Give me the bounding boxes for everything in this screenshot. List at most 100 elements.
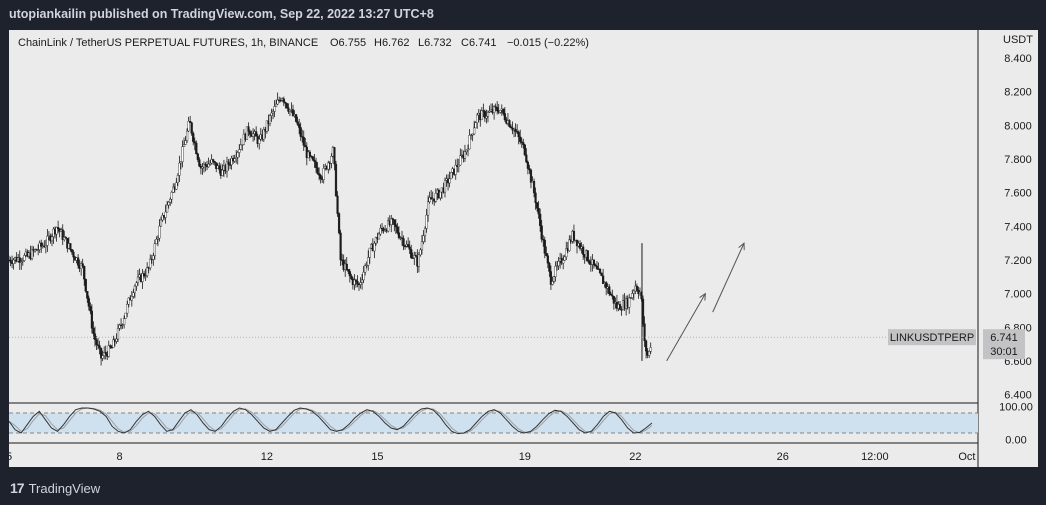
arrow-line[interactable] xyxy=(666,293,706,362)
candle-body xyxy=(112,339,115,348)
candle-body xyxy=(127,297,130,305)
price-tick-label: 7.600 xyxy=(1004,188,1032,200)
chart-area[interactable]: 6.400 6.600 6.800 7.000 7.200 7.400 7.600 7.800… xyxy=(6,30,1038,467)
price-tick-label: 7.000 xyxy=(1004,289,1032,301)
candle-body xyxy=(153,243,156,257)
candle-body xyxy=(575,239,579,247)
candle-body xyxy=(193,141,196,144)
chart-svg[interactable]: 6.4006.6006.8007.0007.2007.4007.6007.800… xyxy=(6,30,1038,467)
candle-body xyxy=(397,232,401,238)
candle-body xyxy=(118,324,121,329)
tradingview-logo-icon: 17 xyxy=(10,480,25,496)
candle-body xyxy=(471,133,474,136)
candle-body xyxy=(365,264,368,267)
legend-close: C6.741 xyxy=(461,37,496,49)
candle-body xyxy=(519,136,522,142)
oscillator-line xyxy=(8,407,653,435)
legend-high: H6.762 xyxy=(374,37,409,49)
candle-body xyxy=(198,159,201,167)
candle-body xyxy=(192,133,195,142)
price-tick-label: 8.400 xyxy=(1004,53,1032,65)
legend-open: O6.755 xyxy=(330,37,366,49)
candle-body xyxy=(532,181,536,194)
candle-body xyxy=(347,269,350,272)
candle-body xyxy=(116,328,120,340)
candle-body xyxy=(394,224,397,228)
candle-body xyxy=(348,271,351,277)
candle-body xyxy=(476,114,479,123)
candle-body xyxy=(600,272,603,277)
candle-body xyxy=(301,136,304,138)
candle-body xyxy=(121,324,124,326)
candle-body xyxy=(144,275,147,277)
price-axis[interactable]: 6.4006.6006.8007.0007.2007.4007.6007.800… xyxy=(1004,53,1032,402)
last-price-badge xyxy=(983,329,1025,360)
candle-body xyxy=(81,263,84,267)
candle-body xyxy=(20,261,23,263)
candle-body xyxy=(213,161,216,163)
arrow-line[interactable] xyxy=(712,242,745,313)
candle-body xyxy=(61,229,64,240)
candle-body xyxy=(459,155,462,166)
candle-body xyxy=(189,121,192,123)
candle-body xyxy=(178,162,181,176)
candle-body xyxy=(608,286,611,295)
candle-body xyxy=(543,239,546,254)
candle-body xyxy=(221,169,224,176)
bar-countdown: 30:01 xyxy=(990,346,1018,358)
candle-body xyxy=(400,237,404,239)
candle-body xyxy=(100,347,103,359)
candle-body xyxy=(251,133,255,137)
candle-body xyxy=(64,237,67,239)
candle-body xyxy=(330,156,333,164)
chart-legend: ChainLink / TetherUS PERPETUAL FUTURES, … xyxy=(18,37,589,49)
candle-body xyxy=(503,113,506,120)
candle-body xyxy=(457,164,460,168)
candle-body xyxy=(176,175,179,183)
candle-body xyxy=(158,225,161,239)
time-tick-label: 22 xyxy=(629,451,641,463)
candle-body xyxy=(480,110,483,121)
candle-body xyxy=(360,279,364,283)
candle-body xyxy=(155,239,158,244)
candle-body xyxy=(483,111,487,119)
candle-body xyxy=(136,276,140,284)
drawing-annotations[interactable] xyxy=(666,242,745,362)
candle-body xyxy=(285,103,288,109)
candle-body xyxy=(50,236,54,242)
candle-body xyxy=(374,237,378,244)
candle-body xyxy=(563,256,566,261)
candle-body xyxy=(359,282,362,285)
candle-body xyxy=(167,201,170,206)
candle-body xyxy=(327,162,330,170)
time-axis[interactable]: 5 8 12 15 19 22 26 12:00 Oct xyxy=(6,451,976,463)
candle-body xyxy=(175,182,178,190)
candle-body xyxy=(353,279,356,285)
candle-body xyxy=(523,144,526,156)
legend-low: L6.732 xyxy=(418,37,452,49)
candle-body xyxy=(212,159,215,162)
candle-body xyxy=(552,276,556,282)
candle-body xyxy=(44,245,47,248)
candle-body xyxy=(241,144,244,146)
candle-body xyxy=(201,166,204,169)
candle-body xyxy=(239,144,242,150)
candle-body xyxy=(485,116,488,119)
time-tick-label: 26 xyxy=(777,451,789,463)
candle-body xyxy=(443,180,447,193)
candle-body xyxy=(618,304,622,310)
candle-body xyxy=(310,155,313,158)
legend-symbol: ChainLink / TetherUS PERPETUAL FUTURES, … xyxy=(18,37,318,49)
candle-body xyxy=(528,168,531,171)
candles xyxy=(7,92,652,366)
candle-body xyxy=(368,247,371,258)
brand-footer[interactable]: 17 TradingView xyxy=(10,480,100,496)
candle-body xyxy=(287,107,290,112)
candle-body xyxy=(367,257,370,266)
candle-body xyxy=(463,151,467,159)
candle-body xyxy=(605,282,608,289)
candle-body xyxy=(520,141,523,143)
candle-body xyxy=(72,251,75,258)
candle-body xyxy=(620,309,623,311)
candle-body xyxy=(488,111,491,113)
